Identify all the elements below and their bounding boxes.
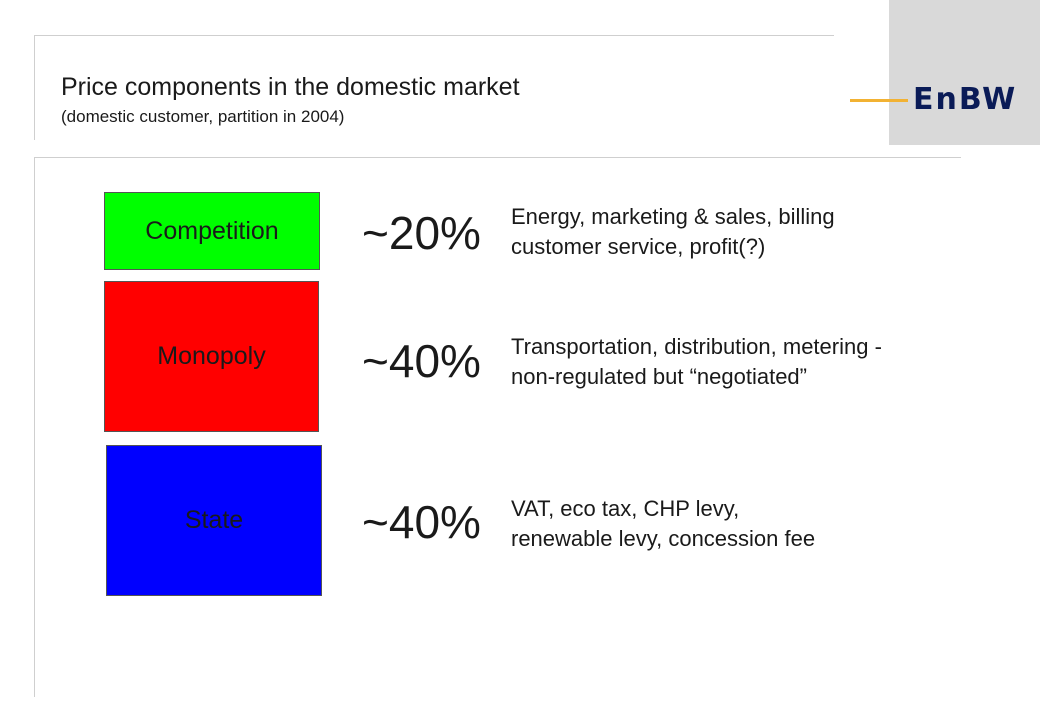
- monopoly-description-line: non-regulated but “negotiated”: [511, 364, 807, 389]
- competition-description: Energy, marketing & sales, billing custo…: [511, 202, 835, 262]
- state-description-line: renewable levy, concession fee: [511, 526, 816, 551]
- state-description-line: VAT, eco tax, CHP levy,: [511, 496, 740, 521]
- state-share: ~40%: [362, 496, 481, 548]
- content-top-rule: [34, 157, 961, 158]
- monopoly-description: Transportation, distribution, metering -…: [511, 332, 882, 392]
- competition-share: ~20%: [362, 207, 481, 259]
- monopoly-box: Monopoly: [104, 281, 319, 432]
- state-description: VAT, eco tax, CHP levy, renewable levy, …: [511, 494, 815, 554]
- logo-accent-line: [850, 99, 908, 102]
- enbw-logo: EnBW: [913, 82, 1018, 117]
- header-left-rule: [34, 35, 35, 140]
- competition-description-line: customer service, profit(?): [511, 234, 766, 259]
- monopoly-description-line: Transportation, distribution, metering -: [511, 334, 882, 359]
- competition-label: Competition: [145, 216, 279, 245]
- monopoly-share: ~40%: [362, 335, 481, 387]
- logo-panel: [889, 0, 1040, 145]
- competition-description-line: Energy, marketing & sales, billing: [511, 204, 835, 229]
- state-box: State: [106, 445, 322, 596]
- monopoly-label: Monopoly: [157, 342, 266, 370]
- slide-title: Price components in the domestic market: [61, 73, 520, 101]
- content-left-rule: [34, 157, 35, 697]
- slide-subtitle: (domestic customer, partition in 2004): [61, 107, 345, 126]
- state-label: State: [184, 506, 244, 534]
- competition-box: Competition: [104, 192, 320, 270]
- header-top-rule: [34, 35, 834, 36]
